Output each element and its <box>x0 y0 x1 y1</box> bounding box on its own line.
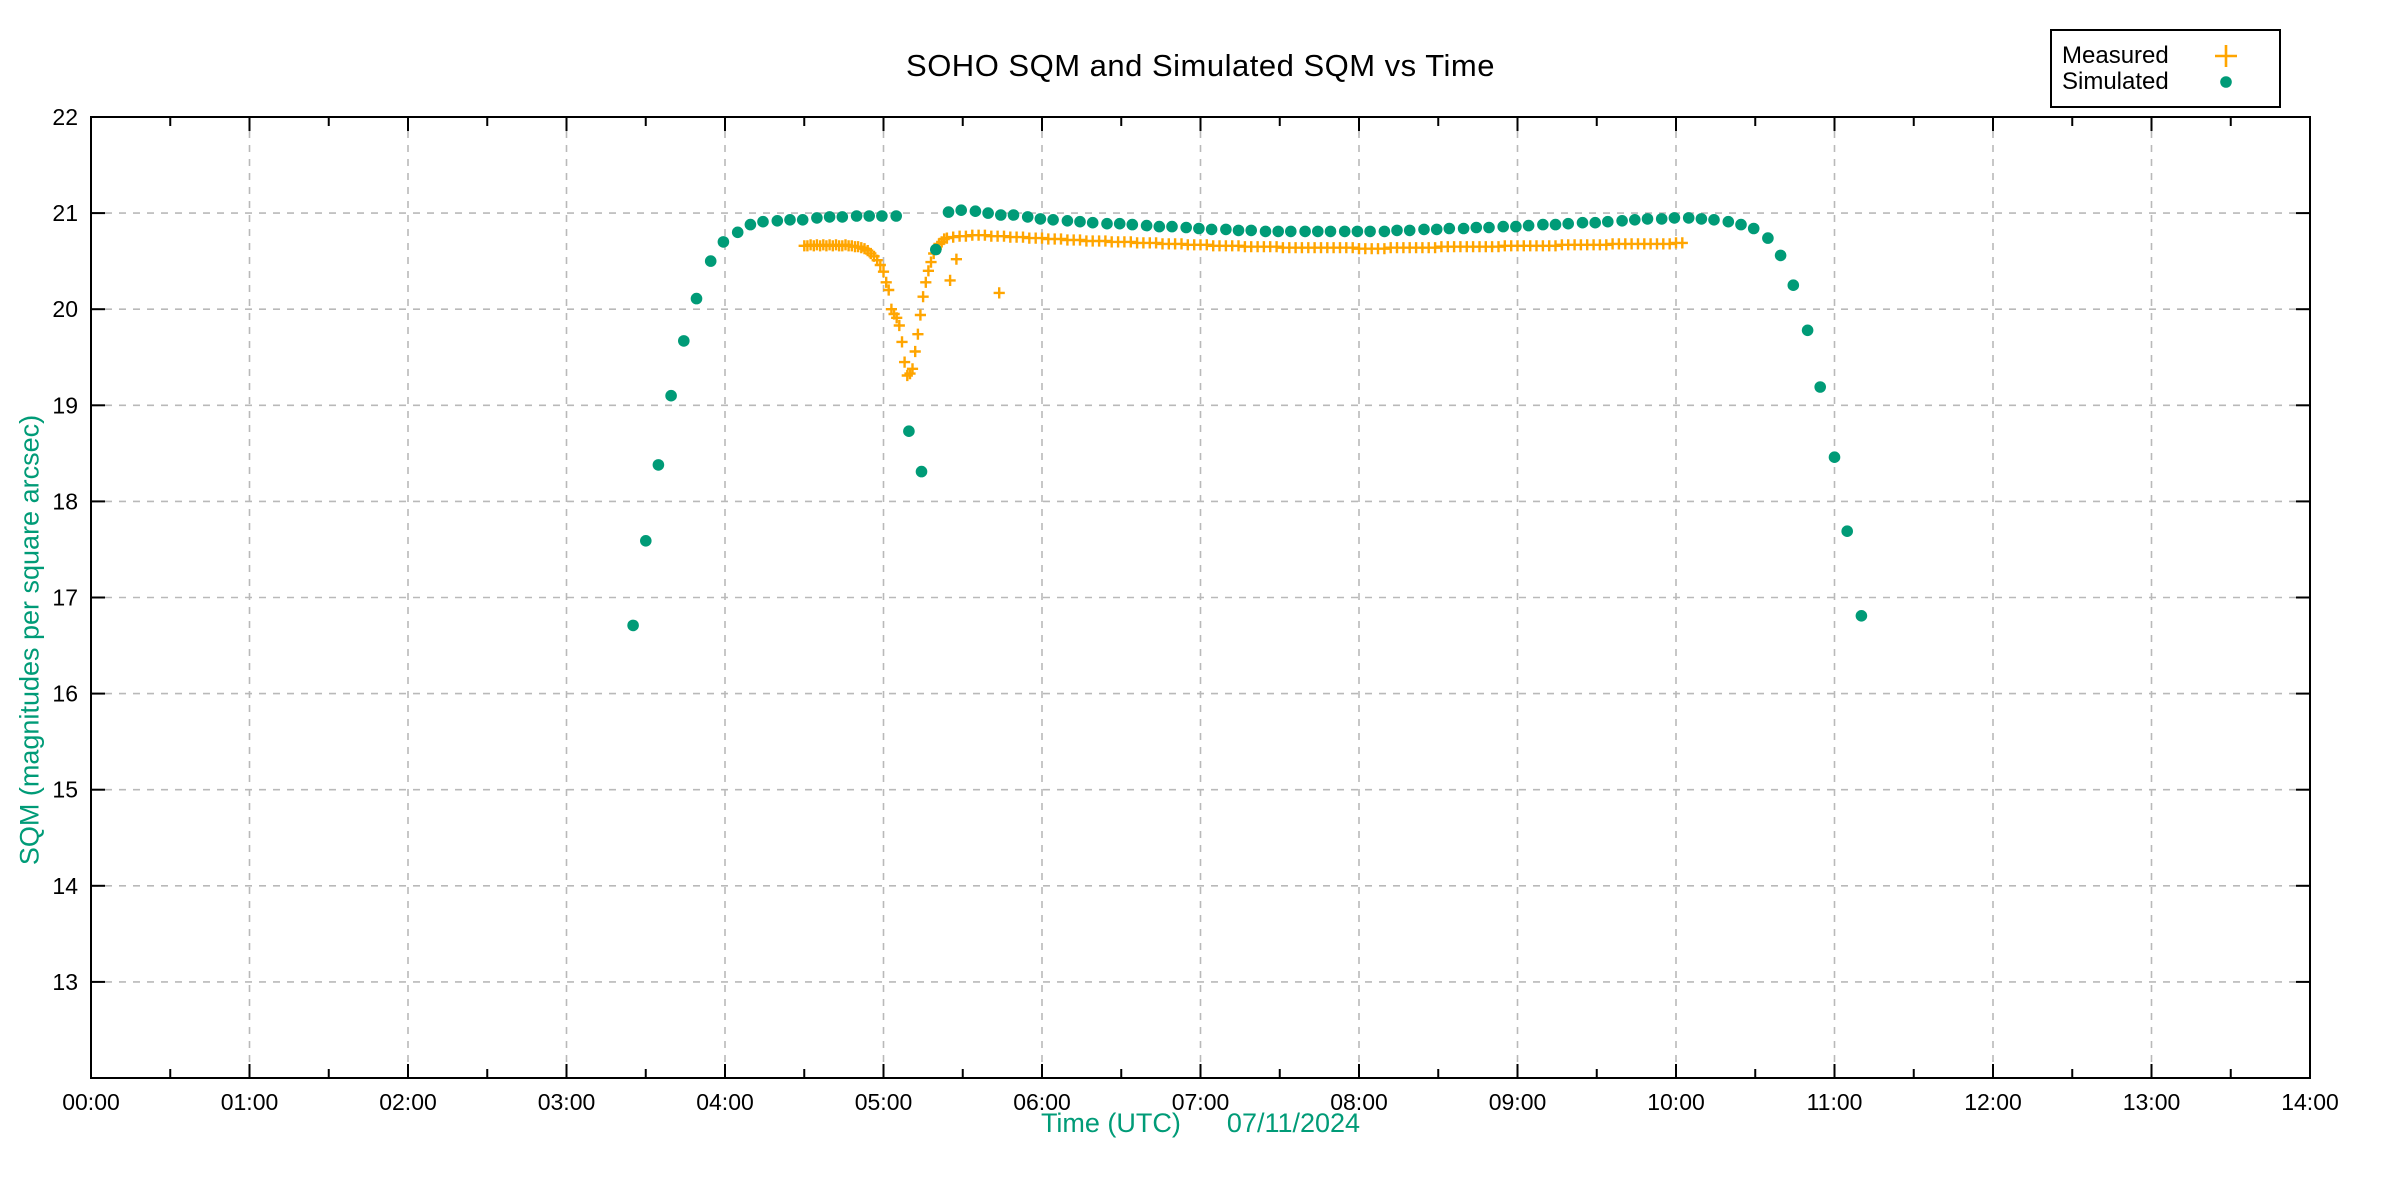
measured-series <box>798 229 1688 382</box>
svg-text:08:00: 08:00 <box>1330 1089 1388 1115</box>
simulated-dot-icon <box>2187 69 2265 95</box>
x-axis-label: Time (UTC) 07/11/2024 <box>91 1108 2310 1139</box>
svg-text:10:00: 10:00 <box>1647 1089 1705 1115</box>
svg-text:00:00: 00:00 <box>62 1089 120 1115</box>
svg-text:17: 17 <box>52 585 78 611</box>
measured-plus-icon <box>2187 43 2265 69</box>
svg-text:03:00: 03:00 <box>538 1089 596 1115</box>
legend: Measured Simulated <box>2050 29 2281 108</box>
svg-text:14:00: 14:00 <box>2281 1089 2339 1115</box>
x-tick-labels: 00:00 01:00 02:00 03:00 04:00 05:00 06:00 07:00… <box>62 1089 2339 1115</box>
legend-label-measured: Measured <box>2062 41 2169 69</box>
y-tick-labels: 13 14 15 16 17 18 19 20 21 22 <box>52 104 78 995</box>
svg-text:02:00: 02:00 <box>379 1089 437 1115</box>
svg-text:16: 16 <box>52 681 78 707</box>
svg-text:09:00: 09:00 <box>1489 1089 1547 1115</box>
svg-text:22: 22 <box>52 104 78 130</box>
legend-item-measured: Measured <box>2052 41 2279 69</box>
svg-text:11:00: 11:00 <box>1807 1089 1863 1115</box>
y-axis-label: SQM (magnitudes per square arcsec) <box>14 414 45 866</box>
svg-text:07:00: 07:00 <box>1172 1089 1230 1115</box>
svg-text:20: 20 <box>52 296 78 322</box>
x-axis-date-label: 07/11/2024 <box>1226 1108 1361 1138</box>
axis-ticks <box>90 116 2311 1078</box>
svg-text:04:00: 04:00 <box>696 1089 754 1115</box>
grid <box>91 117 2310 1078</box>
svg-text:13: 13 <box>52 969 78 995</box>
legend-label-simulated: Simulated <box>2062 67 2169 95</box>
legend-item-simulated: Simulated <box>2052 67 2279 95</box>
svg-text:12:00: 12:00 <box>1964 1089 2022 1115</box>
svg-text:18: 18 <box>52 488 78 514</box>
svg-text:06:00: 06:00 <box>1013 1089 1071 1115</box>
svg-text:01:00: 01:00 <box>221 1089 279 1115</box>
svg-text:21: 21 <box>52 200 78 226</box>
svg-text:13:00: 13:00 <box>2123 1089 2181 1115</box>
svg-text:19: 19 <box>52 392 78 418</box>
svg-text:15: 15 <box>52 777 78 803</box>
simulated-series <box>627 204 1868 632</box>
chart-title: SOHO SQM and Simulated SQM vs Time <box>906 48 1495 83</box>
x-axis-label-text: Time (UTC) <box>1040 1108 1181 1138</box>
svg-text:14: 14 <box>52 873 78 899</box>
svg-text:05:00: 05:00 <box>855 1089 913 1115</box>
